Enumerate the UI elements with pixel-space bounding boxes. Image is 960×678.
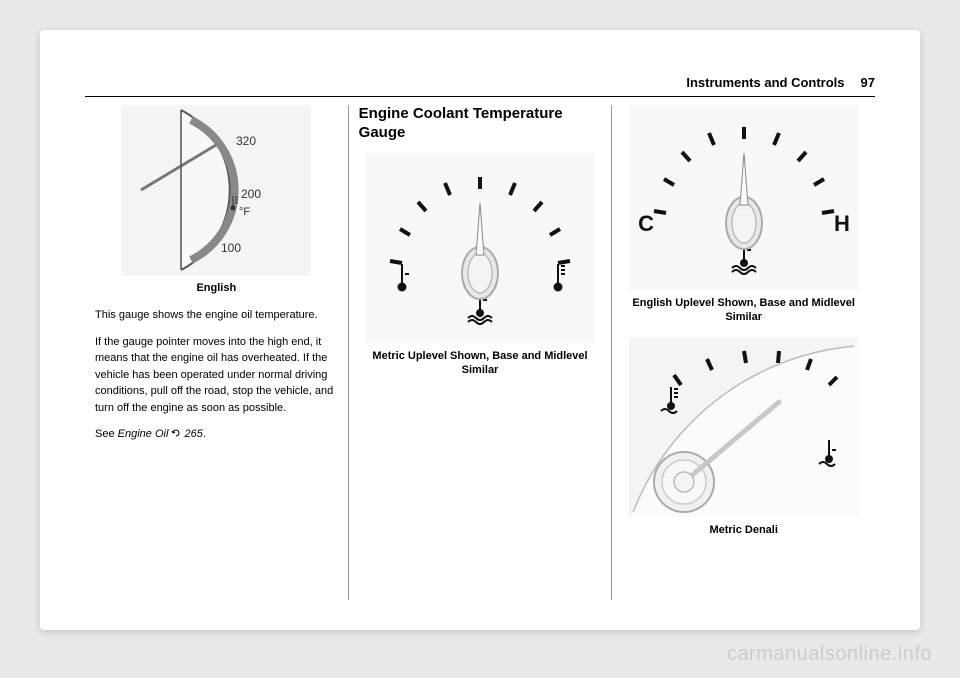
cross-reference: Engine Oil	[118, 428, 169, 440]
figure-caption-metric-uplevel: Metric Uplevel Shown, Base and Midlevel …	[359, 349, 602, 378]
manual-page: Instruments and Controls 97 320 200	[40, 30, 920, 630]
figure-caption-metric-denali: Metric Denali	[622, 523, 865, 537]
cross-reference-page: 265	[185, 428, 203, 440]
column-1: 320 200 100 °F	[85, 105, 348, 600]
content-columns: 320 200 100 °F	[85, 105, 875, 600]
column-2: Engine Coolant Temperature Gauge	[348, 105, 612, 600]
figure-oil-temp-english: 320 200 100 °F	[95, 105, 338, 275]
gauge-coolant-metric-icon	[365, 153, 595, 343]
watermark: carmanualsonline.info	[727, 643, 932, 666]
gauge-unit: °F	[239, 206, 250, 218]
reference-icon	[171, 428, 181, 438]
figure-coolant-metric-denali	[622, 337, 865, 517]
page-header: Instruments and Controls 97	[85, 75, 875, 97]
column-3: C H	[611, 105, 875, 600]
figure-caption-english: English	[95, 281, 338, 295]
label-cold: C	[638, 211, 654, 236]
p3-suffix: .	[203, 428, 206, 440]
paragraph-3: See Engine Oil 265.	[95, 426, 338, 443]
gauge-oil-temp-icon: 320 200 100 °F	[121, 105, 311, 275]
header-page-number: 97	[861, 75, 875, 90]
p3-prefix: See	[95, 428, 118, 440]
figure-coolant-metric-uplevel	[359, 153, 602, 343]
figure-coolant-english-uplevel: C H	[622, 105, 865, 290]
gauge-label-200: 200	[241, 187, 261, 201]
paragraph-2: If the gauge pointer moves into the high…	[95, 334, 338, 417]
paragraph-1: This gauge shows the engine oil temperat…	[95, 307, 338, 324]
section-heading-coolant: Engine Coolant Temperature Gauge	[359, 105, 602, 143]
header-section: Instruments and Controls	[686, 75, 844, 90]
figure-caption-english-uplevel: English Uplevel Shown, Base and Midlevel…	[622, 296, 865, 325]
gauge-coolant-english-icon: C H	[629, 105, 859, 290]
label-hot: H	[834, 211, 850, 236]
gauge-label-100: 100	[221, 241, 241, 255]
gauge-coolant-denali-icon	[629, 337, 859, 517]
gauge-label-320: 320	[236, 134, 256, 148]
